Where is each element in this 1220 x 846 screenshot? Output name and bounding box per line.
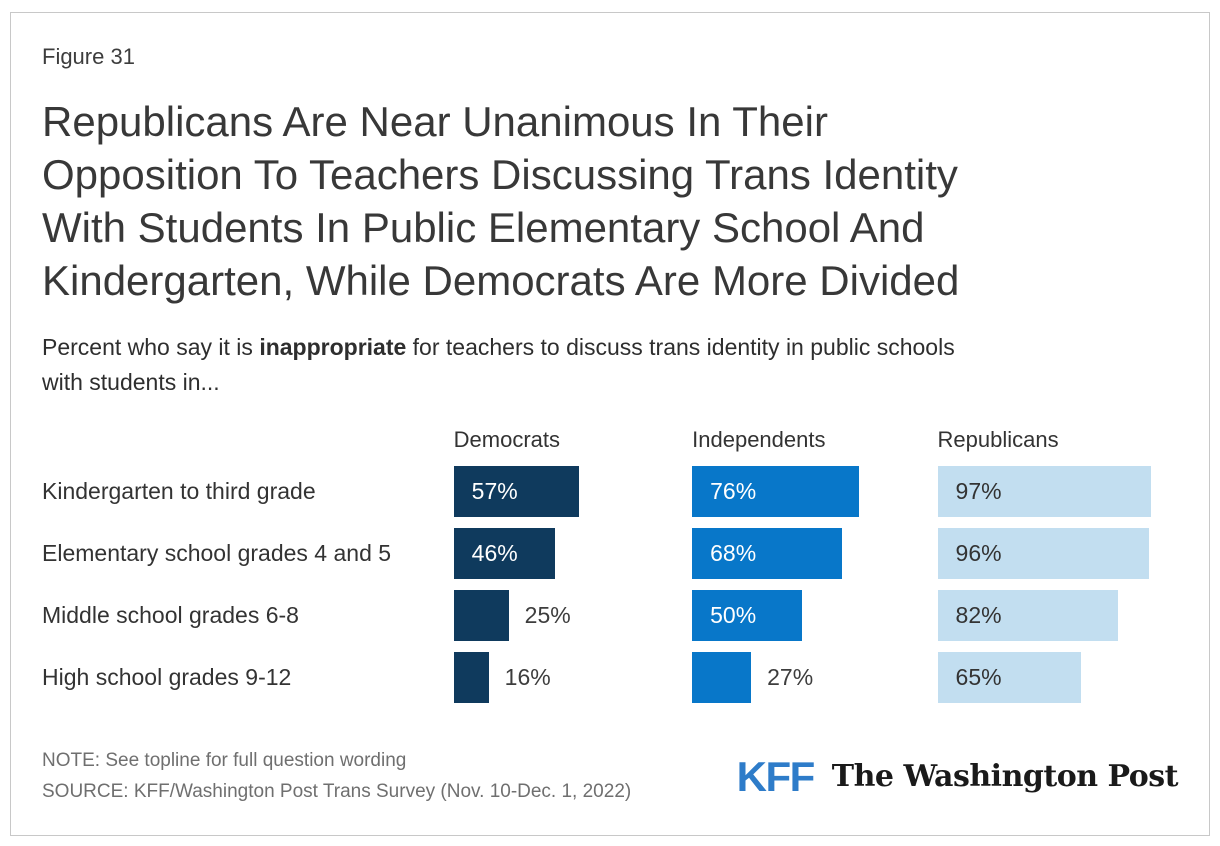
bar-cell: 46%: [453, 528, 692, 579]
subtitle-text: Percent who say it is: [42, 334, 260, 360]
bar-democrats: 57%: [453, 466, 579, 517]
bar-value-label: 25%: [524, 602, 571, 628]
chart-subtitle: Percent who say it is inappropriate for …: [42, 330, 1178, 400]
bar-cell: 25%: [453, 590, 692, 641]
chart-row: High school grades 9-12 16% 27% 65%: [42, 652, 1178, 703]
chart-title-line: Republicans Are Near Unanimous In Their: [42, 98, 828, 145]
chart-title-line: With Students In Public Elementary Schoo…: [42, 204, 925, 251]
bar-independents: 50%: [692, 590, 803, 641]
bar-republicans: 82%: [937, 590, 1118, 641]
bar-cell: 27%: [692, 652, 937, 703]
row-label: High school grades 9-12: [42, 664, 292, 690]
bar-republicans: 65%: [937, 652, 1081, 703]
logos: KFF The Washington Post: [736, 753, 1179, 807]
bar-value-label: 27%: [767, 664, 814, 690]
bar-cell: 96%: [937, 528, 1178, 579]
washington-post-logo: The Washington Post: [831, 758, 1179, 794]
bar-democrats: 46%: [453, 528, 555, 579]
column-header-republicans: Republicans: [937, 427, 1059, 452]
row-label: Elementary school grades 4 and 5: [42, 540, 392, 566]
chart-title-line: Kindergarten, While Democrats Are More D…: [42, 257, 960, 304]
chart-column-headers: Democrats Independents Republicans: [42, 427, 1178, 454]
bar-value-label: 50%: [710, 602, 757, 628]
bar-cell: 16%: [453, 652, 692, 703]
header-spacer: [42, 427, 454, 454]
bar-cell: 76%: [692, 466, 937, 517]
chart-row: Kindergarten to third grade 57% 76% 97%: [42, 466, 1178, 517]
row-label: Kindergarten to third grade: [42, 478, 316, 504]
bar-chart: Democrats Independents Republicans Kinde…: [42, 427, 1178, 703]
bar-cell: 50%: [692, 590, 937, 641]
chart-title: Republicans Are Near Unanimous In Their …: [42, 95, 1178, 307]
bar-republicans: 96%: [937, 528, 1149, 579]
subtitle-text: for teachers to discuss trans identity i…: [406, 334, 955, 360]
subtitle-text-line2: with students in...: [42, 369, 220, 395]
bar-cell: 68%: [692, 528, 937, 579]
bar-cell: 57%: [453, 466, 692, 517]
chart-title-line: Opposition To Teachers Discussing Trans …: [42, 151, 958, 198]
figure-number-label: Figure 31: [42, 44, 135, 69]
chart-row: Elementary school grades 4 and 5 46% 68% 96…: [42, 528, 1178, 579]
note-line: NOTE: See topline for full question word…: [42, 750, 407, 771]
bar-value-label: 82%: [955, 602, 1002, 628]
bar-value-label: 65%: [955, 664, 1002, 690]
source-line: SOURCE: KFF/Washington Post Trans Survey…: [42, 781, 632, 802]
kff-logo: KFF: [736, 753, 816, 800]
bar-value-label: 68%: [710, 540, 757, 566]
bar-cell: 97%: [937, 466, 1178, 517]
footnotes: NOTE: See topline for full question word…: [42, 745, 631, 807]
chart-rows: Kindergarten to third grade 57% 76% 97% Elem…: [42, 466, 1178, 703]
column-header-independents: Independents: [692, 427, 826, 452]
figure-card: Figure 31 Republicans Are Near Unanimous…: [10, 12, 1210, 836]
bar-independents: 76%: [692, 466, 860, 517]
subtitle-bold-word: inappropriate: [259, 334, 407, 360]
column-header-democrats: Democrats: [453, 427, 561, 452]
chart-row: Middle school grades 6-8 25% 50% 82%: [42, 590, 1178, 641]
bar-democrats: [453, 652, 489, 703]
bar-value-label: 96%: [955, 540, 1002, 566]
bar-value-label: 76%: [710, 478, 757, 504]
bar-value-label: 57%: [471, 478, 518, 504]
bar-value-label: 97%: [955, 478, 1002, 504]
figure-footer: NOTE: See topline for full question word…: [42, 745, 1179, 807]
bar-independents: 68%: [692, 528, 843, 579]
bar-cell: 65%: [937, 652, 1178, 703]
bar-cell: 82%: [937, 590, 1178, 641]
bar-independents: [692, 652, 752, 703]
bar-democrats: [453, 590, 509, 641]
row-label: Middle school grades 6-8: [42, 602, 299, 628]
bar-republicans: 97%: [937, 466, 1151, 517]
bar-value-label: 46%: [471, 540, 518, 566]
bar-value-label: 16%: [504, 664, 551, 690]
